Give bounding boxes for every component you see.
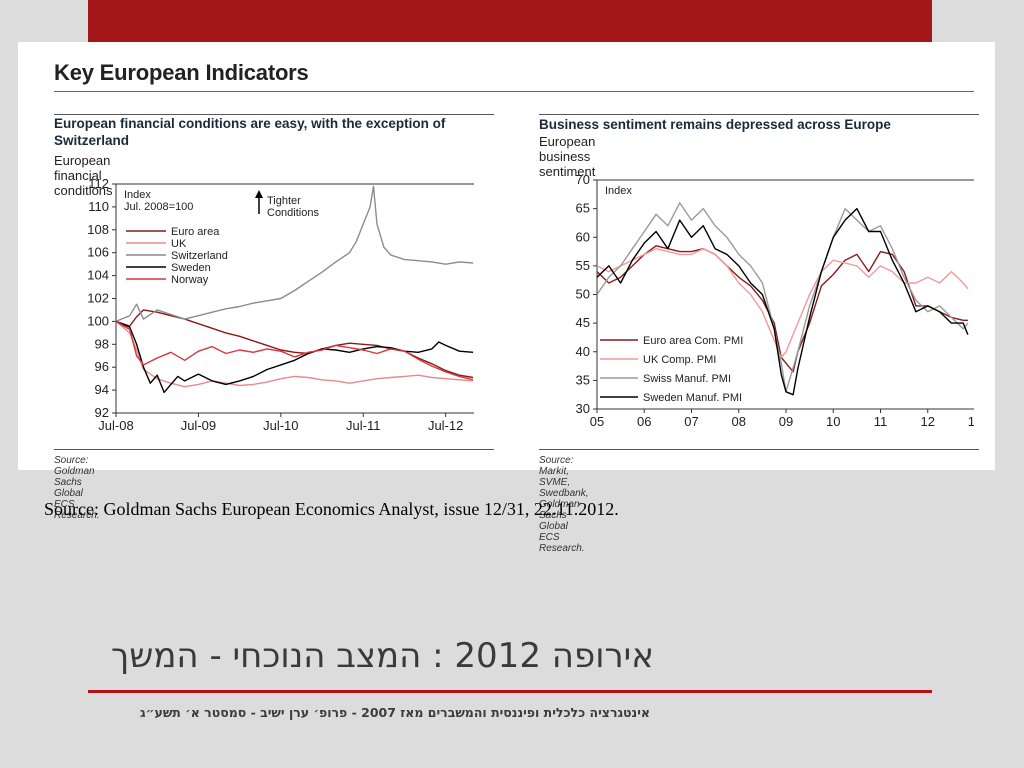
x-tick-label: 09 [779,414,793,429]
y-tick-label: 60 [576,229,590,244]
y-tick-label: 94 [95,382,109,397]
chart-bottom-rule [54,449,494,450]
series-line-uk [115,320,474,388]
slide-title-rule [88,690,932,693]
x-tick-label: 12 [921,414,935,429]
x-tick-label: Jul-08 [98,418,133,433]
figure-panel: Key European Indicators European financi… [18,42,995,554]
x-tick-label: 06 [637,414,651,429]
chart-source: Source: Goldman Sachs Global ECS Researc… [54,455,100,521]
series-line-uk-comp-pmi [596,247,969,359]
legend-entry: UK Comp. PMI [643,354,716,366]
y-tick-label: 92 [95,405,109,420]
y-tick-label: 112 [88,176,109,191]
series-line-norway [115,320,474,381]
legend-entry: UK [171,238,187,250]
chart-top-rule [539,114,979,115]
y-tick-label: 110 [88,199,109,214]
business-sentiment-plot: 30 35 40 45 50 55 60 65 70 05 06 07 08 09 10 11 12 13 Inde… [576,172,974,429]
x-tick-label: 13 [968,414,974,429]
chart-title: Business sentiment remains depressed acr… [539,117,891,132]
y-tick-label: 106 [87,245,109,260]
x-tick-label: 07 [684,414,698,429]
index-label: Jul. 2008=100 [124,201,193,213]
financial-conditions-plot: 92 94 96 98 100 102 104 106 108 110 112 Jul-08 Jul-0… [87,176,474,433]
chart-title: European financial conditions are easy, … [54,116,446,148]
y-tick-label: 98 [95,336,109,351]
series-line-sweden [115,320,474,394]
x-tick-label: Jul-10 [263,418,298,433]
y-tick-label: 96 [95,359,109,374]
legend-entry: Sweden Manuf. PMI [643,392,742,404]
footer-note: אינטגרציה כלכלית ופיננסית והמשברים מאז 2… [140,705,650,720]
figure-title: Key European Indicators [54,60,309,85]
figure-title-rule [54,91,974,92]
top-accent-bar [88,0,932,42]
series-line-euro-area [115,309,474,379]
y-tick-label: 30 [576,401,590,416]
x-tick-label: 08 [732,414,746,429]
chart-bottom-rule [539,449,979,450]
x-tick-label: Jul-12 [428,418,463,433]
legend-entry: Euro area [171,226,220,238]
y-tick-label: 100 [87,313,109,328]
x-tick-label: 05 [590,414,604,429]
y-tick-label: 50 [576,287,590,302]
series-line-swiss-manuf-pmi [596,202,969,393]
chart-subtitle: European business sentiment [539,134,596,179]
y-tick-label: 108 [87,222,109,237]
x-tick-label: 11 [874,414,888,429]
y-tick-label: 104 [87,268,109,283]
legend-entry: Swiss Manuf. PMI [643,373,731,385]
y-tick-label: 102 [87,291,109,306]
legend-entry: Euro area Com. PMI [643,335,743,347]
legend-entry: Sweden [171,262,211,274]
x-tick-label: Jul-09 [181,418,216,433]
series-line-euro-area-com-pmi [596,245,968,373]
source-note: Source: Goldman Sachs European Economics… [44,499,619,519]
x-tick-label: 10 [826,414,840,429]
slide-title: אירופה 2012 : המצב הנוכחי - המשך [110,636,654,676]
tighter-arrow-head [255,190,263,198]
series-line-switzerland [115,185,474,323]
index-label: Index [124,189,151,201]
chart-subtitle: European financial conditions [54,153,113,198]
legend-entry: Switzerland [171,250,228,262]
chart-top-rule [54,114,494,115]
y-tick-label: 55 [576,258,590,273]
index-label: Index [605,185,632,197]
y-tick-label: 45 [576,315,590,330]
y-tick-label: 70 [576,172,590,187]
y-tick-label: 35 [576,372,590,387]
legend-entry: Norway [171,274,209,286]
series-line-sweden-manuf-pmi [596,207,969,396]
x-tick-label: Jul-11 [346,418,380,433]
annotation-label: Tighter [267,195,301,207]
y-tick-label: 65 [576,201,590,216]
annotation-label: Conditions [267,207,319,219]
chart-source: Source: Markit, SVME, Swedbank, Goldman … [539,455,589,554]
y-tick-label: 40 [576,344,590,359]
